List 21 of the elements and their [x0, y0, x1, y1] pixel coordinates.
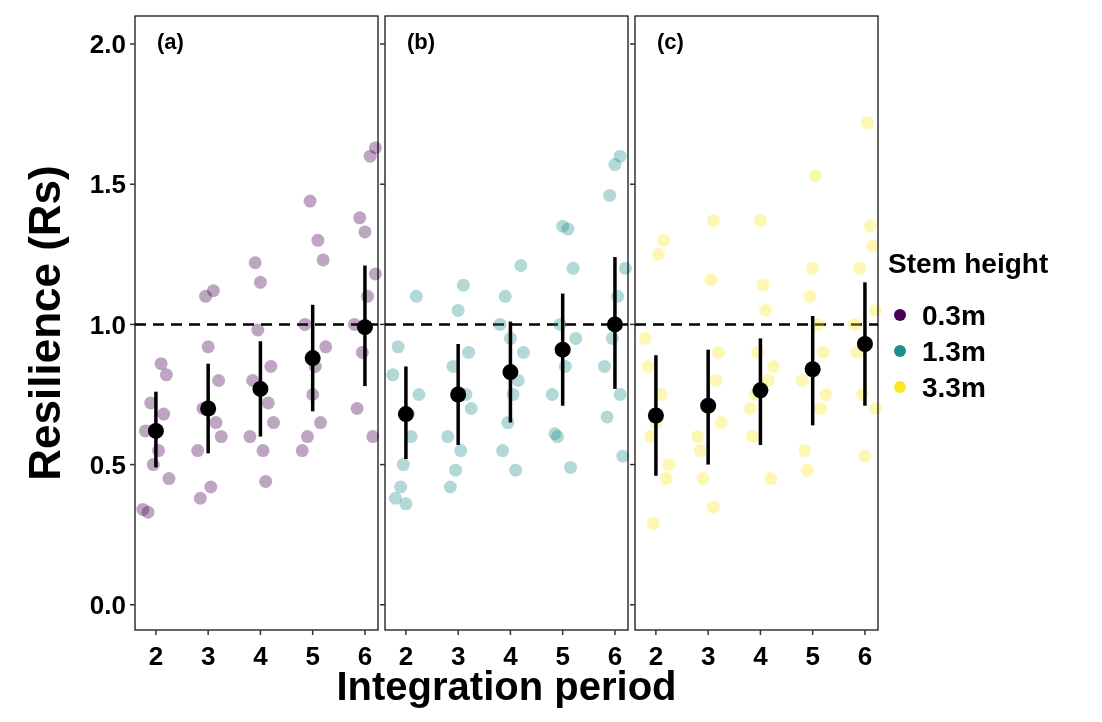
- legend-label: 0.3m: [922, 299, 986, 331]
- x-tick-label: 5: [805, 641, 820, 671]
- legend-label: 3.3m: [922, 371, 986, 403]
- y-tick-label: 0.0: [89, 589, 126, 620]
- x-tick-label: 3: [700, 641, 716, 671]
- text: (c): [657, 29, 684, 54]
- x-tick-label: 6: [857, 641, 873, 671]
- x-tick-label: 4: [253, 641, 269, 671]
- y-tick-label: 0.5: [89, 449, 126, 480]
- y-tick-label: 1.5: [89, 169, 126, 200]
- legend-label: 1.3m: [922, 335, 986, 367]
- legend-title: Stem height: [888, 248, 1049, 279]
- x-tick-label: 5: [305, 641, 320, 671]
- x-tick-label: 2: [148, 641, 164, 671]
- x-tick-label: 3: [200, 641, 216, 671]
- text: (a): [157, 29, 184, 54]
- y-tick-label: 1.0: [89, 309, 126, 340]
- text: (b): [407, 29, 436, 54]
- x-tick-label: 4: [753, 641, 769, 671]
- y-axis-title: Resilience (Rs): [20, 165, 69, 481]
- y-tick-label: 2.0: [89, 29, 126, 60]
